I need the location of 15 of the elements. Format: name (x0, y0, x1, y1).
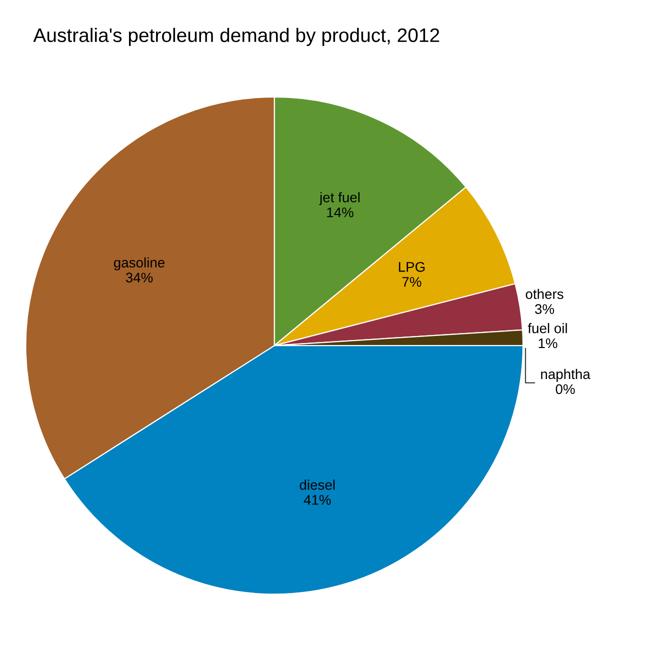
data-label: 34% (126, 272, 153, 283)
slice-label: jet fuel (319, 192, 360, 206)
data-label: 7% (402, 277, 422, 287)
slice-label: others (526, 288, 564, 300)
slice-label: diesel (300, 480, 335, 490)
slice-label: gasoline (114, 257, 165, 270)
slice-label: fuel oil (528, 323, 567, 334)
data-label: 1% (538, 338, 558, 348)
text: 0% (556, 384, 575, 394)
data-label: 14% (327, 208, 354, 218)
slice-label: LPG (398, 262, 425, 272)
data-label: 41% (304, 495, 331, 505)
chart-title: Australia's petroleum demand by product, 2012 (33, 28, 440, 46)
data-label: 3% (534, 304, 554, 314)
category-label: naphtha (541, 368, 590, 382)
